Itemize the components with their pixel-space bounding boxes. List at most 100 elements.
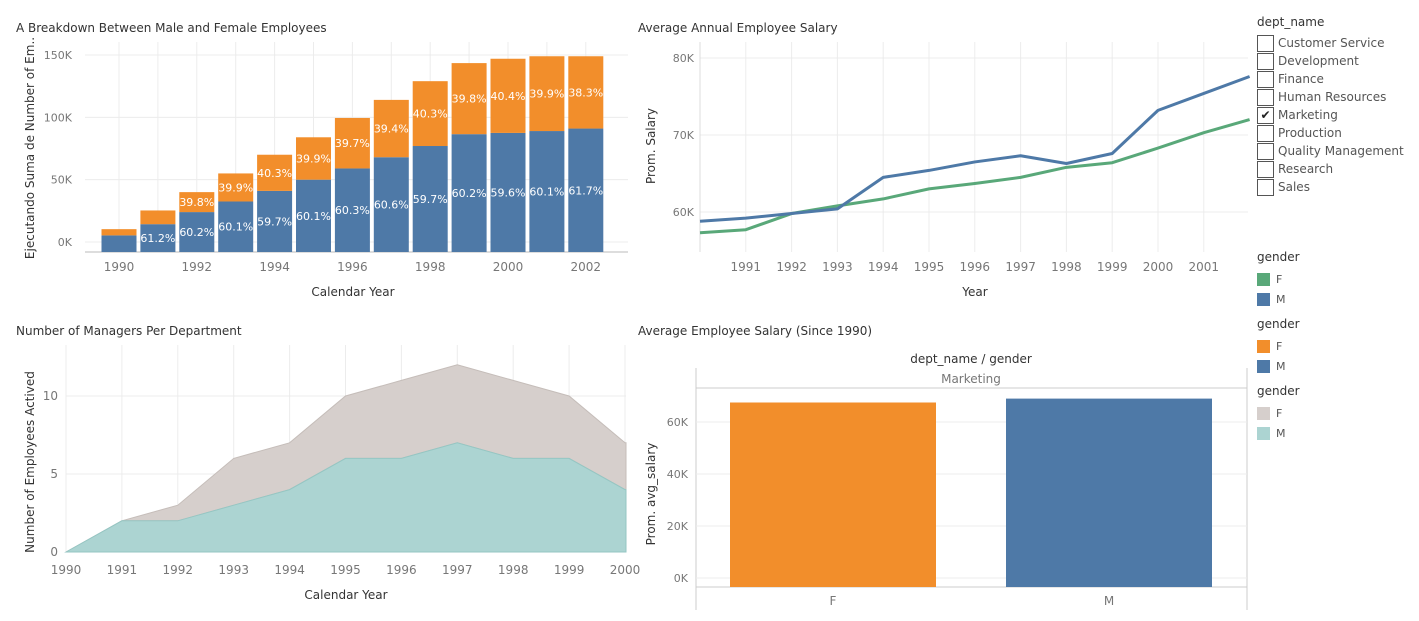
data-label-female: 39.9% [218,181,253,194]
filter-item-label: Customer Service [1278,36,1385,50]
x-tick-label: 2001 [1189,260,1220,274]
y-tick-label: 80K [673,52,695,65]
y-tick-label: 70K [673,129,695,142]
filter-item-label: Marketing [1278,108,1338,122]
bar-female [257,154,293,191]
area-legend-item[interactable]: F [1257,403,1300,423]
line-legend-item[interactable]: F [1257,269,1300,289]
area-series-male [64,442,627,553]
x-tick-label: M [1104,594,1114,608]
filter-checkbox[interactable] [1257,160,1274,178]
bar-female [451,63,487,135]
x-axis-title: Calendar Year [311,285,394,299]
filter-checkbox[interactable] [1257,178,1274,196]
x-tick-label: 2000 [1143,260,1174,274]
x-tick-label: 1990 [51,563,82,577]
y-tick-label: 150K [44,49,73,62]
bar-female [490,58,526,133]
x-tick-label: 1996 [960,260,991,274]
data-label-female: 40.3% [413,108,448,121]
filter-checkbox[interactable] [1257,52,1274,70]
x-tick-label: 1995 [330,563,361,577]
filter-checkbox[interactable] [1257,34,1274,52]
data-label-female: 39.4% [374,123,409,136]
y-tick-label: 0K [58,236,73,249]
x-tick-label: 1995 [914,260,945,274]
legend-swatch [1257,272,1270,286]
bar-legend-item[interactable]: M [1257,356,1300,376]
x-tick-label: 1990 [104,260,135,274]
dept-filter-item[interactable]: Development [1257,52,1404,70]
dept-filter-title: dept_name [1257,15,1325,29]
filter-item-label: Sales [1278,180,1310,194]
y-axis-title: Ejecutando Suma de Number of Em.. [23,37,37,259]
filter-item-label: Research [1278,162,1334,176]
bar-male [373,157,409,252]
dept-filter-item[interactable]: Finance [1257,70,1404,88]
filter-checkbox[interactable] [1257,70,1274,88]
x-tick-label: 1994 [868,260,899,274]
bar-female [101,229,137,236]
bar-female [529,56,565,132]
filter-checkbox[interactable] [1257,142,1274,160]
bar-female [412,81,448,147]
dept-filter-item[interactable]: Customer Service [1257,34,1404,52]
dept-filter-item[interactable]: Human Resources [1257,88,1404,106]
x-tick-label: 1992 [163,563,194,577]
filter-item-label: Finance [1278,72,1324,86]
dept-filter-item[interactable]: Quality Management [1257,142,1404,160]
y-axis-title: Prom. Salary [644,108,658,184]
filter-checkbox[interactable] [1257,124,1274,142]
area-legend-item[interactable]: M [1257,423,1300,443]
filter-checkbox[interactable] [1257,88,1274,106]
y-axis-title: Number of Employees Actived [23,371,37,553]
x-axis-title: Year [961,285,987,299]
legend-swatch [1257,359,1270,373]
bar-M [1006,398,1212,587]
x-tick-label: 1997 [442,563,473,577]
x-tick-label: 2002 [571,260,602,274]
x-tick-label: 1991 [731,260,762,274]
data-label-female: 39.8% [179,196,214,209]
data-label-male: 61.7% [568,184,603,197]
bar-male [101,235,137,252]
legend-swatch [1257,339,1270,353]
dept-filter-item[interactable]: Research [1257,160,1404,178]
filter-item-label: Production [1278,126,1342,140]
x-tick-label: 1992 [776,260,807,274]
bar-F [730,402,936,587]
data-label-female: 39.8% [452,93,487,106]
legend-label: M [1276,426,1286,440]
filter-item-label: Development [1278,54,1359,68]
x-axis-title: Calendar Year [304,588,387,602]
bar-female [334,117,370,169]
y-tick-label: 10 [43,389,58,403]
bar-male [568,128,604,252]
y-tick-label: 20K [667,520,689,533]
filter-checkbox[interactable]: ✔ [1257,106,1274,124]
x-tick-label: 2000 [493,260,524,274]
bar-male [334,168,370,252]
legend-label: F [1276,339,1283,353]
legend-label: F [1276,272,1283,286]
x-tick-label: 1993 [822,260,853,274]
bar-legend-item[interactable]: F [1257,336,1300,356]
line-legend-title: gender [1257,250,1300,264]
bar-male [529,131,565,252]
x-tick-label: 1998 [1051,260,1082,274]
panel-header: dept_name / gender [910,352,1032,366]
dept-filter-item[interactable]: ✔ Marketing [1257,106,1404,124]
data-label-male: 60.1% [529,186,564,199]
bar-male [412,146,448,252]
line-legend-item[interactable]: M [1257,289,1300,309]
y-tick-label: 5 [50,467,58,481]
data-label-male: 59.7% [257,215,292,228]
data-label-female: 38.3% [568,86,603,99]
data-label-male: 60.6% [374,199,409,212]
dept-filter-item[interactable]: Production [1257,124,1404,142]
dept-filter-item[interactable]: Sales [1257,178,1404,196]
y-axis-title: Prom. avg_salary [644,443,658,546]
legend-swatch [1257,406,1270,420]
